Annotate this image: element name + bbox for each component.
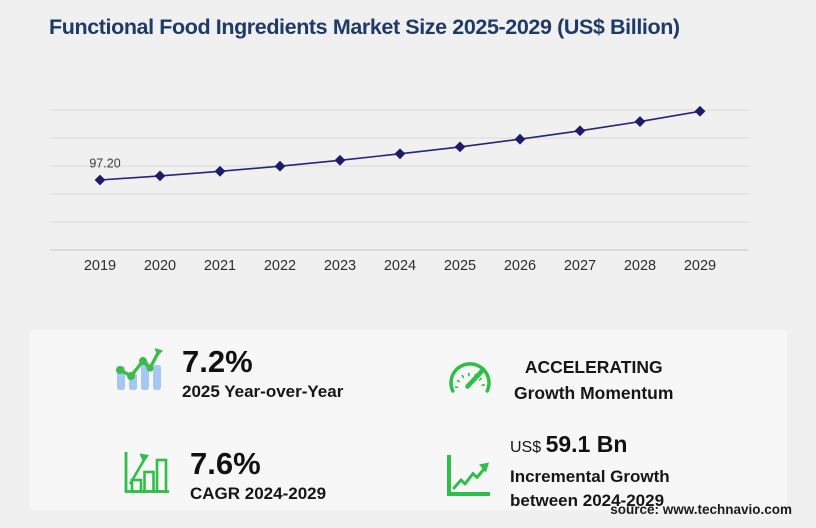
stat-incremental-growth: US$ 59.1 Bn Incremental Growth between 2…	[444, 430, 670, 513]
axis-growth-arrow-icon	[444, 452, 492, 503]
line-chart-svg: 97.20 2019 2020 2021 2022 2023 2024 2025 2026 202…	[50, 105, 748, 274]
stat-yoy-growth: 7.2% 2025 Year-over-Year	[114, 345, 343, 403]
x-axis-label: 2022	[264, 258, 296, 274]
yoy-value: 7.2%	[182, 344, 253, 379]
incremental-label-line2: between 2024-2029	[510, 491, 665, 510]
data-point	[454, 141, 466, 153]
cagr-label: CAGR 2024-2029	[190, 484, 327, 503]
data-point	[334, 154, 346, 166]
data-point	[694, 105, 706, 117]
data-point	[634, 116, 646, 127]
stat-growth-momentum: ACCELERATING Growth Momentum	[444, 354, 673, 407]
x-axis-label: 2019	[84, 258, 116, 274]
x-axis-label: 2023	[324, 258, 356, 274]
x-axis-label: 2020	[144, 258, 176, 274]
data-point	[394, 148, 406, 160]
incremental-value: 59.1 Bn	[545, 431, 628, 457]
data-point	[94, 174, 106, 186]
momentum-line1: ACCELERATING	[524, 357, 663, 377]
data-point	[214, 165, 226, 177]
cagr-value: 7.6%	[190, 446, 261, 481]
stat-cagr: 7.6% CAGR 2024-2029	[122, 447, 326, 505]
x-axis-label: 2025	[444, 258, 476, 274]
x-axis-label: 2027	[564, 258, 596, 274]
market-size-line-chart: 97.20 2019 2020 2021 2022 2023 2024 2025 2026 202…	[50, 100, 750, 280]
x-axis-label: 2029	[684, 258, 716, 274]
data-label-2019: 97.20	[89, 157, 120, 171]
x-axis-label: 2028	[624, 258, 656, 274]
yoy-label: 2025 Year-over-Year	[182, 382, 344, 401]
x-axis-label: 2024	[384, 258, 416, 274]
incremental-value-prefix: US$	[510, 439, 542, 456]
bar-line-growth-icon	[114, 345, 164, 398]
source-credit: source: www.technavio.com	[610, 502, 792, 517]
incremental-label-line1: Incremental Growth	[510, 467, 670, 486]
x-axis-label: 2021	[204, 258, 236, 274]
speedometer-icon	[444, 356, 496, 407]
data-point	[154, 170, 166, 182]
data-point	[274, 160, 286, 172]
bar-chart-arrow-icon	[122, 447, 172, 500]
page-title: Functional Food Ingredients Market Size …	[49, 15, 680, 39]
series-line	[99, 110, 701, 181]
stats-panel: 7.2% 2025 Year-over-Year ACCELERATING Gr…	[30, 330, 787, 510]
x-axis-label: 2026	[504, 258, 536, 274]
momentum-line2: Growth Momentum	[514, 383, 674, 403]
data-point	[574, 125, 586, 137]
data-point	[514, 133, 526, 145]
